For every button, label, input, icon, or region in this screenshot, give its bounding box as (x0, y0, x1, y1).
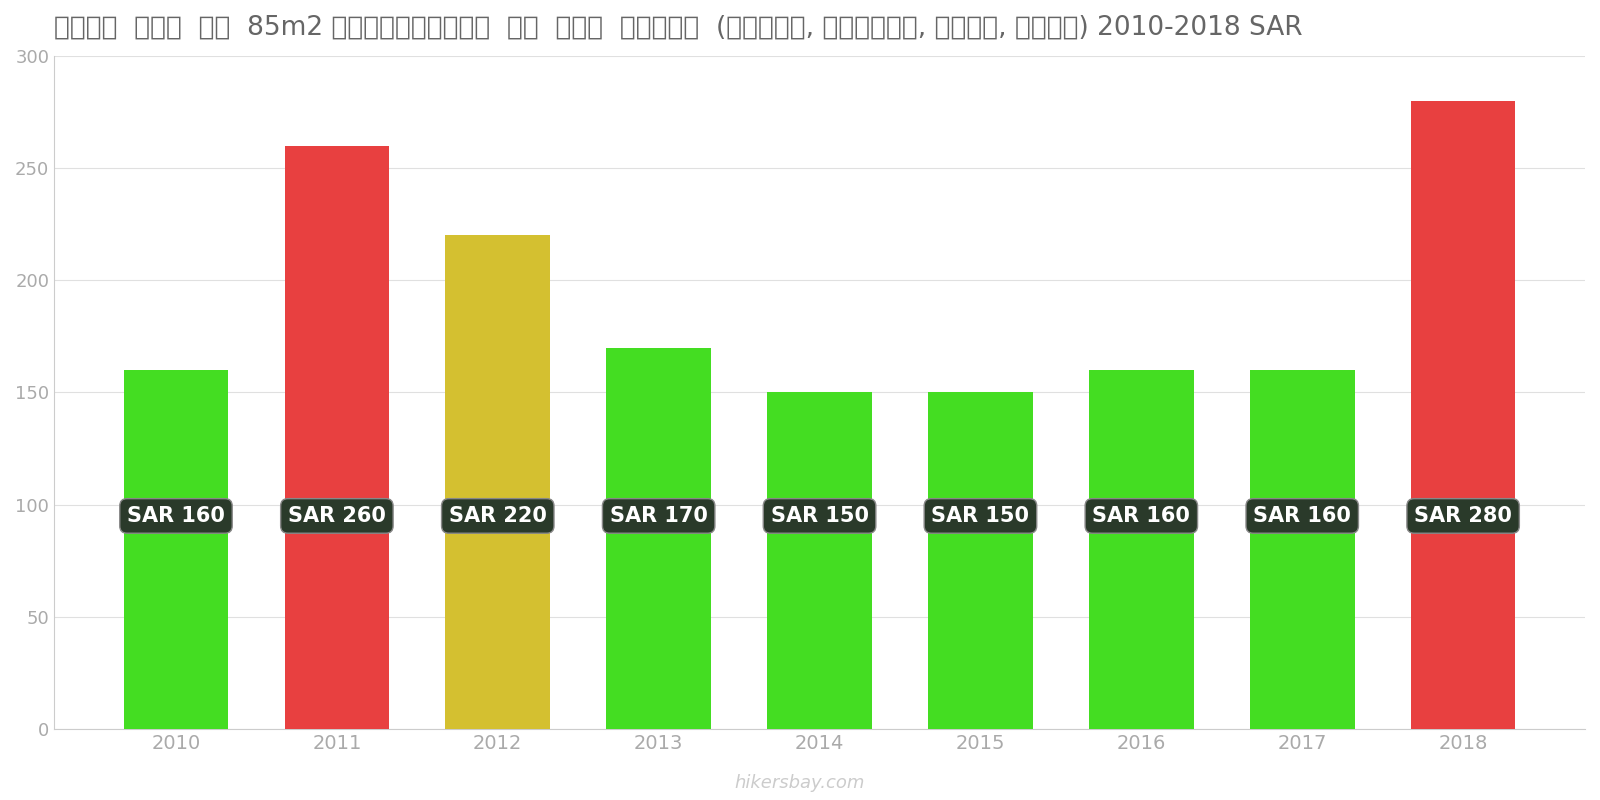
Text: SAR 160: SAR 160 (1093, 506, 1190, 526)
Bar (445, 235, 550, 729)
Bar (1090, 370, 1194, 729)
Bar (606, 347, 710, 729)
Bar (768, 393, 872, 729)
Text: SAR 150: SAR 150 (931, 506, 1029, 526)
Text: hikersbay.com: hikersbay.com (734, 774, 866, 792)
Text: SAR 150: SAR 150 (771, 506, 869, 526)
Text: SAR 160: SAR 160 (1253, 506, 1350, 526)
Bar (123, 370, 229, 729)
Text: SAR 170: SAR 170 (610, 506, 707, 526)
Bar (1411, 101, 1515, 729)
Text: SAR 280: SAR 280 (1414, 506, 1512, 526)
Text: SAR 220: SAR 220 (450, 506, 547, 526)
Text: SAR 160: SAR 160 (126, 506, 226, 526)
Bar (285, 146, 389, 729)
Text: SAR 260: SAR 260 (288, 506, 386, 526)
Text: सउदी  अरब  एक  85m2 अपार्टमेंट  के  लिए  शुल्क  (बिजली, हीटिंग, पानी, कचरा) 2010: सउदी अरब एक 85m2 अपार्टमेंट के लिए शुल्क… (54, 15, 1302, 41)
Bar (1250, 370, 1355, 729)
Bar (928, 393, 1032, 729)
